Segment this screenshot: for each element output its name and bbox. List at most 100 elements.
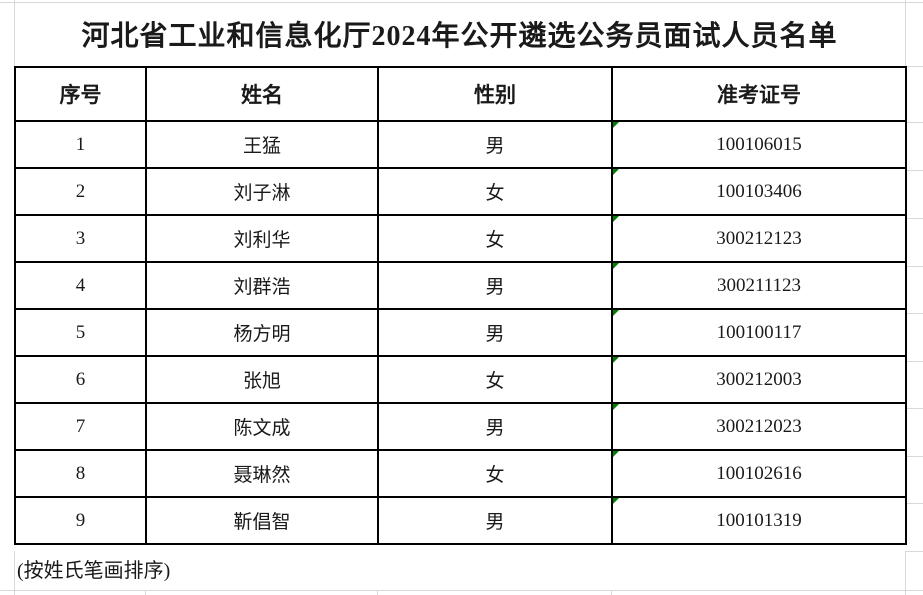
cell-gender[interactable]: 男 [377,120,613,169]
cell-seq[interactable]: 2 [14,167,147,216]
cell-ticket[interactable]: 100102616 [611,449,907,498]
seq-value: 7 [75,415,86,437]
number-as-text-indicator-icon [614,170,619,175]
page-title[interactable]: 河北省工业和信息化厅2024年公开遴选公务员面试人员名单 [81,21,838,52]
cell-ticket[interactable]: 300211123 [611,261,907,310]
ticket-value: 300212123 [716,227,802,249]
ticket-value: 300212023 [716,415,802,437]
header-seq[interactable]: 序号 [14,66,147,122]
cell-seq[interactable]: 1 [14,120,147,169]
ticket-value: 100106015 [716,133,802,155]
cell-name[interactable]: 刘群浩 [145,261,379,310]
name-value: 刘群浩 [233,277,291,298]
cell-gender[interactable]: 女 [377,214,613,263]
table-row: 9 靳倡智 男 100101319 [14,496,907,545]
header-name[interactable]: 姓名 [145,66,379,122]
gridline [905,551,906,595]
ticket-value: 100103406 [716,180,802,202]
ticket-value: 300211123 [716,274,802,296]
seq-value: 9 [75,509,86,531]
table-row: 1 王猛 男 100106015 [14,120,907,169]
cell-seq[interactable]: 5 [14,308,147,357]
cell-name[interactable]: 杨方明 [145,308,379,357]
gridline [905,503,923,504]
sort-order-footnote[interactable]: (按姓氏笔画排序) [17,560,171,582]
gridline [905,313,923,314]
cell-name[interactable]: 陈文成 [145,402,379,451]
cell-name[interactable]: 靳倡智 [145,496,379,545]
gridline [905,170,923,171]
number-as-text-indicator-icon [614,264,619,269]
name-value: 刘利华 [233,230,291,251]
cell-ticket[interactable]: 100106015 [611,120,907,169]
cell-gender[interactable]: 男 [377,402,613,451]
seq-value: 1 [75,133,86,155]
seq-value: 5 [75,321,86,343]
cell-seq[interactable]: 3 [14,214,147,263]
cell-seq[interactable]: 4 [14,261,147,310]
table-row: 8 聂琳然 女 100102616 [14,449,907,498]
cell-gender[interactable]: 男 [377,496,613,545]
cell-gender[interactable]: 女 [377,355,613,404]
number-as-text-indicator-icon [614,405,619,410]
seq-value: 6 [75,368,86,390]
cell-gender[interactable]: 男 [377,261,613,310]
gridline [905,456,923,457]
gender-value: 女 [485,230,505,251]
cell-name[interactable]: 刘利华 [145,214,379,263]
ticket-value: 100101319 [716,509,802,531]
cell-gender[interactable]: 女 [377,449,613,498]
table-row: 6 张旭 女 300212003 [14,355,907,404]
number-as-text-indicator-icon [614,311,619,316]
gender-value: 男 [485,418,505,439]
number-as-text-indicator-icon [614,499,619,504]
gridline [14,551,15,595]
header-row: 序号 姓名 性别 准考证号 [14,66,907,122]
gridline [611,590,612,595]
cell-ticket[interactable]: 300212023 [611,402,907,451]
cell-name[interactable]: 刘子淋 [145,167,379,216]
gridline [0,2,923,3]
cell-ticket[interactable]: 100103406 [611,167,907,216]
gridline [905,408,923,409]
gridline [145,590,146,595]
gender-value: 男 [485,136,505,157]
table-row: 3 刘利华 女 300212123 [14,214,907,263]
seq-value: 3 [75,227,86,249]
gridline [905,361,923,362]
name-value: 陈文成 [233,418,291,439]
cell-ticket[interactable]: 100101319 [611,496,907,545]
gridline [905,66,923,67]
name-value: 王猛 [242,136,281,157]
ticket-value: 100102616 [716,462,802,484]
cell-ticket[interactable]: 300212003 [611,355,907,404]
table-row: 7 陈文成 男 300212023 [14,402,907,451]
gender-value: 女 [485,183,505,204]
cell-seq[interactable]: 6 [14,355,147,404]
gridline [905,266,923,267]
gender-value: 男 [485,512,505,533]
name-value: 张旭 [242,371,281,392]
cell-seq[interactable]: 9 [14,496,147,545]
table-row: 2 刘子淋 女 100103406 [14,167,907,216]
gender-value: 男 [485,324,505,345]
number-as-text-indicator-icon [614,452,619,457]
cell-seq[interactable]: 8 [14,449,147,498]
seq-value: 2 [75,180,86,202]
cell-name[interactable]: 王猛 [145,120,379,169]
cell-ticket[interactable]: 100100117 [611,308,907,357]
cell-name[interactable]: 聂琳然 [145,449,379,498]
gridline [377,590,378,595]
header-gender[interactable]: 性别 [377,66,613,122]
gender-value: 男 [485,277,505,298]
cell-name[interactable]: 张旭 [145,355,379,404]
gridline [14,0,15,66]
gridline [905,0,906,66]
cell-gender[interactable]: 女 [377,167,613,216]
gender-value: 女 [485,465,505,486]
cell-ticket[interactable]: 300212123 [611,214,907,263]
header-ticket[interactable]: 准考证号 [611,66,907,122]
cell-gender[interactable]: 男 [377,308,613,357]
seq-value: 4 [75,274,86,296]
cell-seq[interactable]: 7 [14,402,147,451]
